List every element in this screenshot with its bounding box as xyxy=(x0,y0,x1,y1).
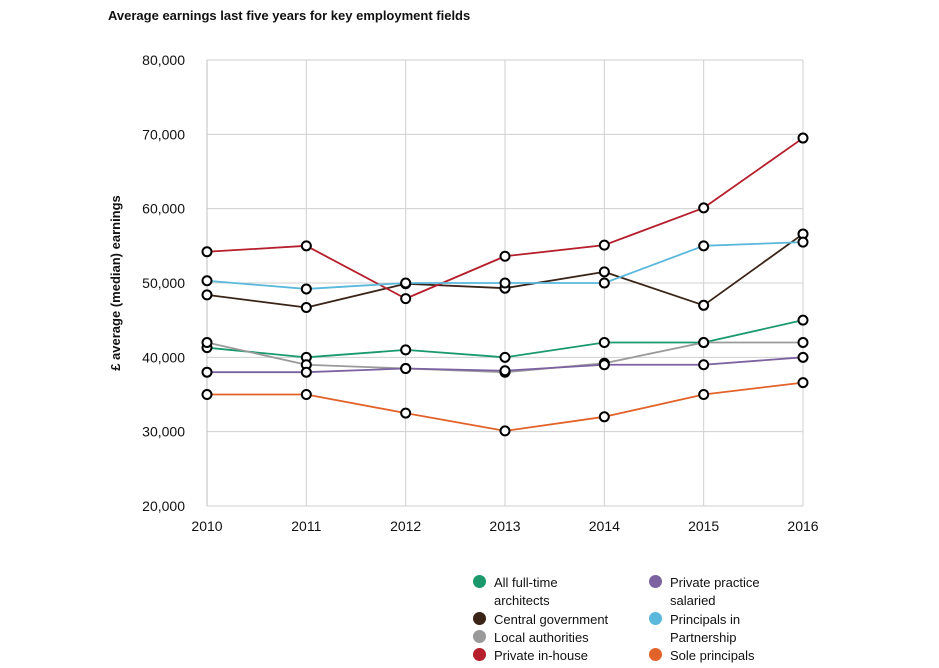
y-tick-label: 40,000 xyxy=(142,349,185,365)
data-point xyxy=(499,365,511,377)
data-point xyxy=(499,250,511,262)
x-tick-label: 2015 xyxy=(688,518,719,534)
data-point xyxy=(300,366,312,378)
y-tick-label: 50,000 xyxy=(142,275,185,291)
y-axis-label: £ average (median) earnings xyxy=(108,195,123,371)
x-tick-label: 2016 xyxy=(787,518,818,534)
data-point xyxy=(300,302,312,314)
data-point xyxy=(598,359,610,371)
y-tick-label: 30,000 xyxy=(142,424,185,440)
data-point xyxy=(201,289,213,301)
y-tick-label: 70,000 xyxy=(142,126,185,142)
data-point xyxy=(698,359,710,371)
data-point xyxy=(499,277,511,289)
data-point xyxy=(598,239,610,251)
data-point xyxy=(598,266,610,278)
x-tick-label: 2012 xyxy=(390,518,421,534)
y-tick-label: 80,000 xyxy=(142,52,185,68)
x-tick-label: 2014 xyxy=(589,518,620,534)
data-point xyxy=(400,407,412,419)
data-point xyxy=(797,236,809,248)
axes: 20,000 30,000 40,000 50,000 60,000 70,000 80,0… xyxy=(142,52,819,534)
data-point xyxy=(598,411,610,423)
data-point xyxy=(797,132,809,144)
y-tick-label: 20,000 xyxy=(142,498,185,514)
y-tick-label: 60,000 xyxy=(142,201,185,217)
x-tick-label: 2010 xyxy=(191,518,222,534)
data-point xyxy=(698,240,710,252)
data-point xyxy=(797,314,809,326)
data-point xyxy=(300,283,312,295)
data-point xyxy=(300,240,312,252)
data-point xyxy=(698,389,710,400)
data-point xyxy=(598,336,610,348)
data-point xyxy=(698,336,710,348)
data-point xyxy=(698,202,710,214)
data-point xyxy=(499,425,511,437)
chart-title: Average earnings last five years for key… xyxy=(108,8,471,23)
data-point xyxy=(201,275,213,287)
data-point xyxy=(797,377,809,389)
x-tick-label: 2011 xyxy=(291,518,321,534)
series xyxy=(201,132,809,437)
data-point xyxy=(400,293,412,305)
data-point xyxy=(201,366,213,378)
data-point xyxy=(201,246,213,258)
data-point xyxy=(400,344,412,356)
data-point xyxy=(797,336,809,348)
x-tick-label: 2013 xyxy=(489,518,520,534)
data-point xyxy=(598,277,610,289)
data-point xyxy=(201,336,213,348)
data-point xyxy=(698,299,710,311)
data-point xyxy=(201,389,213,400)
data-point xyxy=(499,351,511,363)
data-point xyxy=(797,351,809,363)
data-point xyxy=(400,277,412,289)
data-point xyxy=(400,362,412,374)
data-point xyxy=(300,389,312,400)
